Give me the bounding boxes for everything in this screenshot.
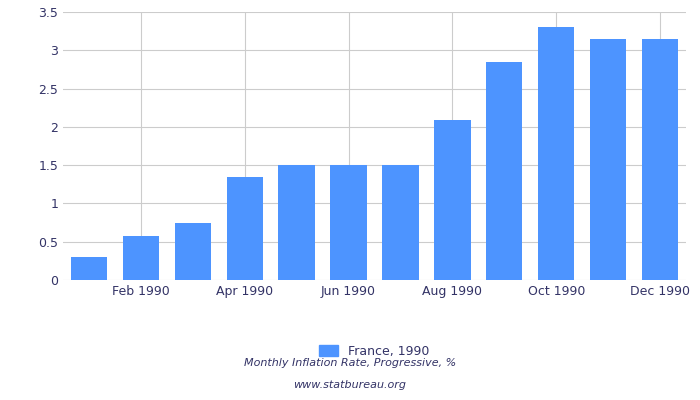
Bar <box>71 257 107 280</box>
Bar <box>642 39 678 280</box>
Bar <box>174 223 211 280</box>
Bar <box>382 165 419 280</box>
Bar <box>434 120 470 280</box>
Bar <box>227 177 263 280</box>
Bar <box>330 165 367 280</box>
Bar <box>122 236 159 280</box>
Text: Monthly Inflation Rate, Progressive, %: Monthly Inflation Rate, Progressive, % <box>244 358 456 368</box>
Bar <box>279 165 315 280</box>
Legend: France, 1990: France, 1990 <box>314 340 435 363</box>
Bar <box>486 62 522 280</box>
Bar <box>590 39 626 280</box>
Bar <box>538 26 575 280</box>
Text: www.statbureau.org: www.statbureau.org <box>293 380 407 390</box>
